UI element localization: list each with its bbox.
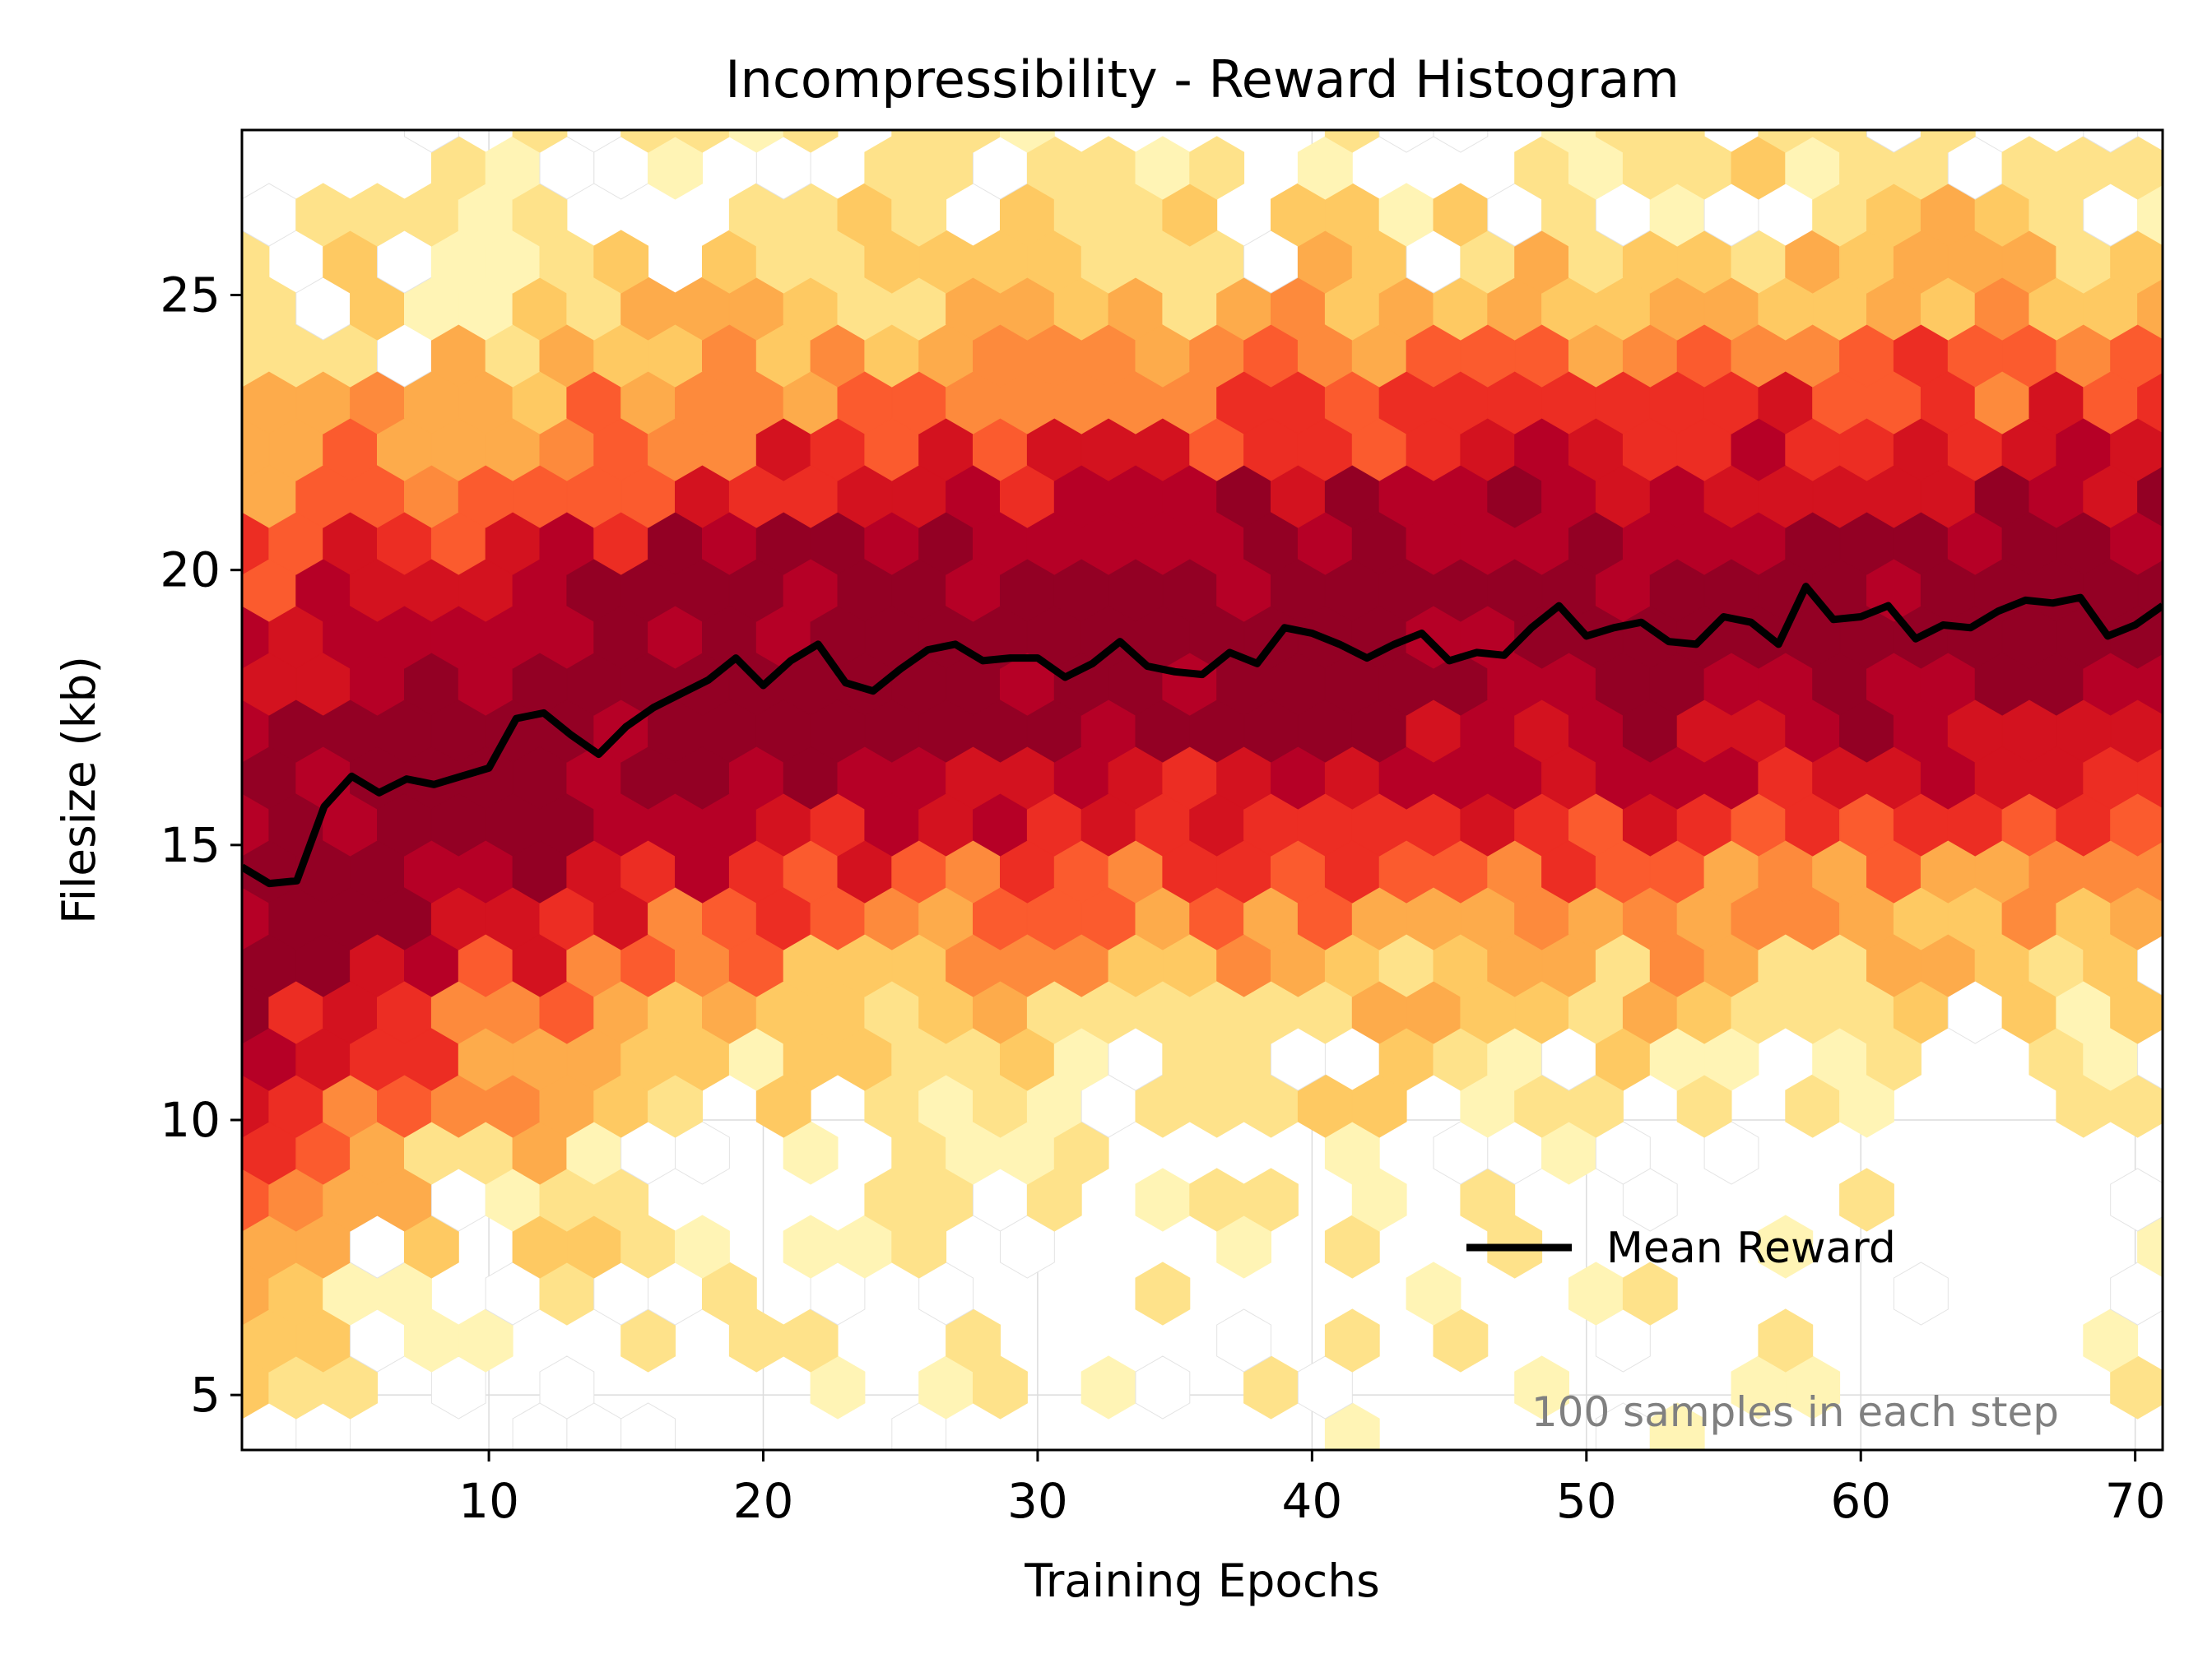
hexbin-cell — [1406, 1262, 1462, 1326]
hexbin-cell — [1541, 130, 1596, 153]
x-axis-ticks: 10 20 30 40 50 60 70 — [458, 1450, 2166, 1529]
x-tick-label: 20 — [733, 1473, 794, 1529]
y-axis-label: Filesize (kb) — [53, 656, 105, 924]
x-tick-label: 50 — [1556, 1473, 1617, 1529]
hexbin-cell — [1595, 130, 1651, 153]
hexbin-cell — [1839, 1168, 1894, 1232]
hexbin-cell — [783, 130, 839, 153]
hexbin-cell — [1324, 130, 1380, 153]
mean-reward-line — [242, 583, 2163, 888]
hexbin-cell — [1433, 130, 1489, 153]
hexbin-cell — [1135, 1262, 1191, 1326]
y-tick-label: 15 — [160, 817, 221, 873]
hexbin-cell — [2110, 1262, 2163, 1326]
hexbin-cell — [593, 230, 649, 294]
mean-reward-series — [242, 583, 2163, 888]
legend: Mean Reward — [1466, 1224, 1896, 1273]
x-tick-label: 10 — [458, 1473, 519, 1529]
hexbin-cell — [1243, 1168, 1299, 1232]
hexbin-cell — [1649, 1402, 1705, 1450]
hexbin-cell — [620, 130, 676, 153]
hexbin-cell — [1812, 130, 1867, 153]
hexbin-cell — [946, 130, 1001, 153]
hexbin-cell — [404, 130, 459, 153]
hexbin-cell — [1135, 1355, 1191, 1420]
hexbin-cell — [1758, 1308, 1814, 1373]
samples-annotation: 100 samples in each step — [1531, 1388, 2059, 1436]
hexbin-cell — [1514, 1355, 1569, 1420]
hexbin-cell — [512, 130, 568, 153]
hexbin-cell — [891, 130, 947, 153]
y-axis-ticks: 5 10 15 20 25 — [160, 267, 242, 1423]
hexbin-cell — [620, 1402, 676, 1450]
hexbin-cell — [1893, 1262, 1949, 1326]
hexbin-cells — [242, 130, 2163, 1450]
hexbin-cell — [1378, 130, 1434, 153]
hexbin-cell — [2110, 1168, 2163, 1232]
hexbin-cell — [1000, 130, 1055, 153]
x-tick-label: 60 — [1830, 1473, 1891, 1529]
x-tick-label: 40 — [1281, 1473, 1342, 1529]
hexbin-cell — [675, 1215, 730, 1279]
hexbin-cell — [539, 1355, 595, 1420]
hexbin-cell — [1216, 1308, 1271, 1373]
x-tick-label: 30 — [1007, 1473, 1068, 1529]
hexbin-cell — [1866, 130, 1922, 153]
x-axis-label: Training Epochs — [1024, 1554, 1380, 1607]
y-tick-label: 20 — [160, 542, 221, 598]
legend-label-mean-reward: Mean Reward — [1606, 1224, 1896, 1273]
hexbin-cell — [1622, 1262, 1678, 1326]
hexbin-cell — [1758, 1215, 1814, 1279]
y-tick-label: 10 — [160, 1092, 221, 1148]
hexbin-cell — [1324, 1308, 1380, 1373]
hexbin-cell — [675, 130, 730, 153]
plot-frame — [240, 128, 2164, 1452]
hexbin-cell — [1649, 130, 1705, 153]
hexbin-cell — [1189, 136, 1245, 200]
y-tick-label: 5 — [190, 1367, 221, 1423]
hexbin-cell — [728, 130, 784, 153]
chart-title: Incompressibility - Reward Histogram — [725, 49, 1680, 109]
y-tick-label: 25 — [160, 267, 221, 323]
hexbin-cell — [2083, 130, 2139, 153]
hexbin-cell — [1920, 130, 1976, 153]
x-tick-label: 70 — [2105, 1473, 2166, 1529]
hexbin-cell — [1758, 130, 1814, 153]
